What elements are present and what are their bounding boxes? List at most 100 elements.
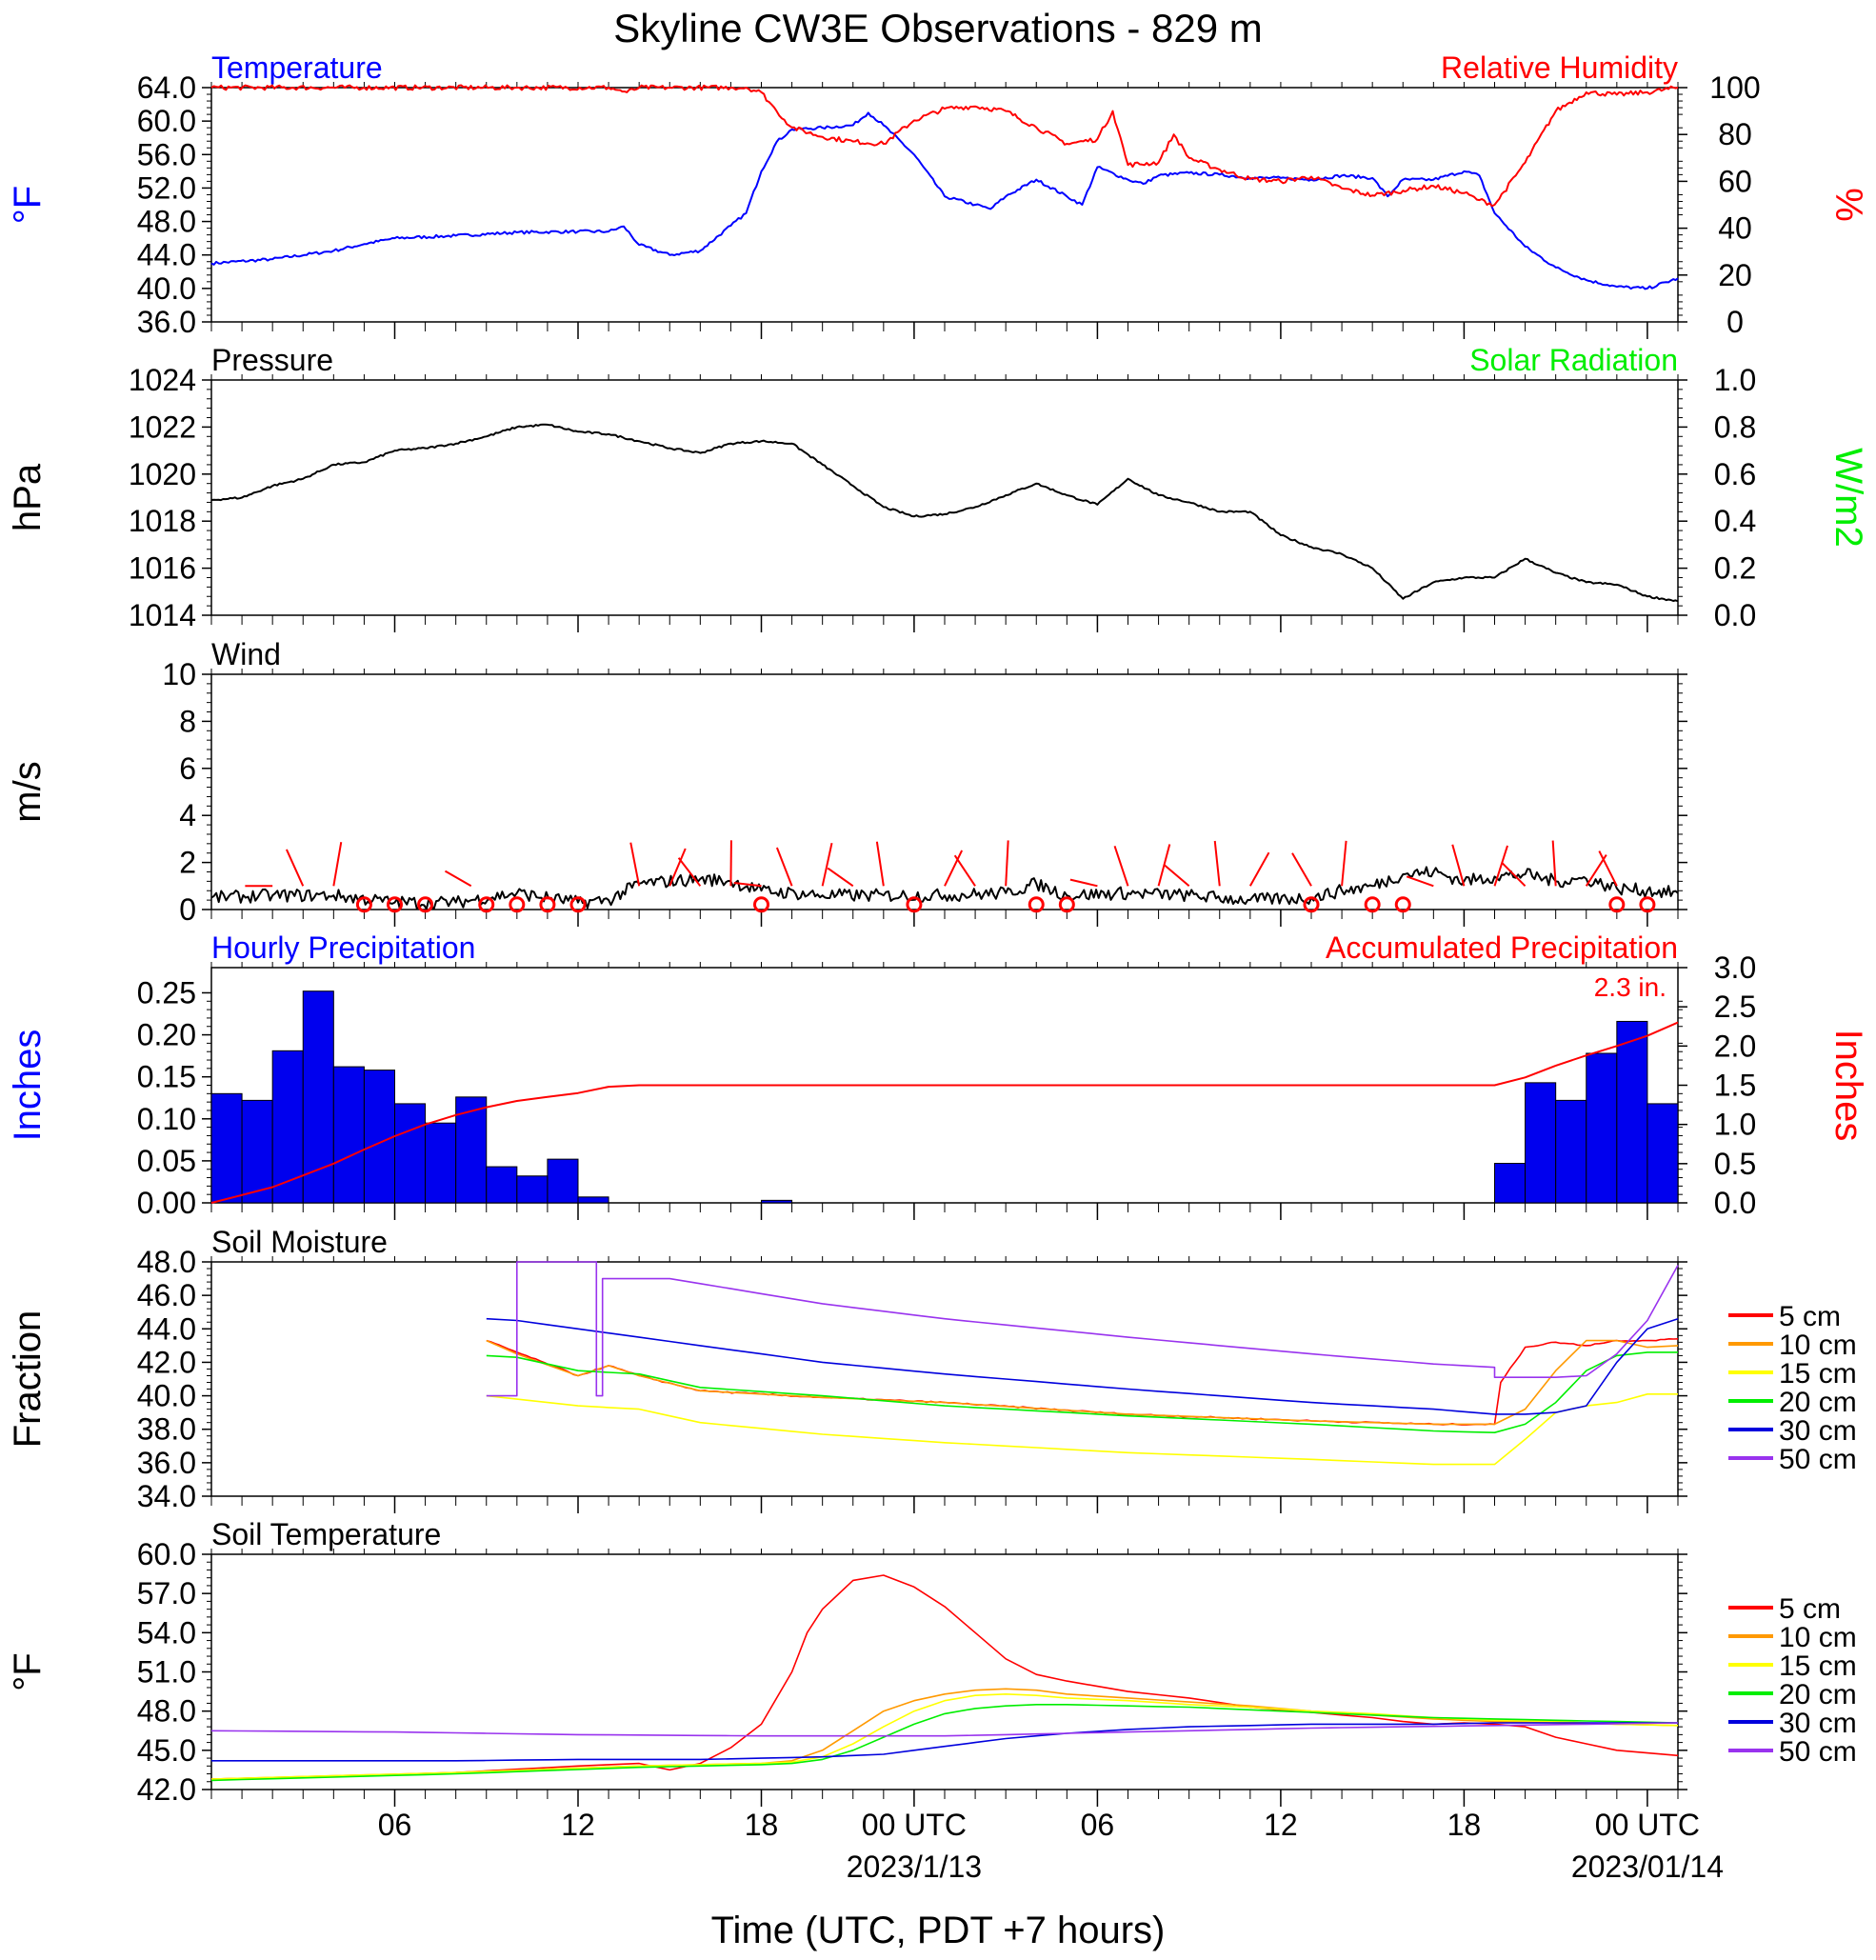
soil-moisture-legend-label-20-cm: 20 cm bbox=[1779, 1387, 1857, 1418]
pressure-solar-ylabel: hPa bbox=[7, 463, 49, 531]
pressure-solar-ylabel-right: W/m2 bbox=[1827, 448, 1869, 547]
wind-calm-marker-4 bbox=[509, 896, 526, 913]
precipitation-ytick-label: 0.15 bbox=[137, 1060, 196, 1094]
soil-moisture-series-10-cm bbox=[486, 1339, 1679, 1426]
wind-wind-barb-5 bbox=[669, 848, 687, 887]
pressure-solar-right-title: Solar Radiation bbox=[1469, 343, 1678, 377]
temperature-humidity-ytick-label: 40.0 bbox=[137, 271, 196, 306]
precipitation-bar-hour-0 bbox=[210, 1092, 243, 1204]
x-tick-date-3: 2023/1/13 bbox=[847, 1850, 982, 1884]
soil-moisture-legend-label-15-cm: 15 cm bbox=[1779, 1358, 1857, 1390]
pressure-solar-ytick-right-label: 0.6 bbox=[1714, 457, 1756, 491]
temperature-humidity-left-title: Temperature bbox=[211, 50, 383, 85]
chart-title: Skyline CW3E Observations - 829 m bbox=[613, 6, 1263, 50]
wind-wind-barb-17 bbox=[1113, 846, 1129, 887]
wind-calm-marker-14 bbox=[1608, 896, 1626, 913]
pressure-solar-ytick-right-label: 0.8 bbox=[1714, 410, 1756, 444]
soil-temperature-series-30-cm bbox=[211, 1722, 1678, 1762]
temperature-humidity-ytick-right-label: 80 bbox=[1718, 117, 1752, 151]
precipitation-bar-hour-15 bbox=[1494, 1163, 1527, 1204]
precipitation-bar-hour-3 bbox=[302, 990, 334, 1204]
x-tick-label-6: 18 bbox=[1447, 1808, 1482, 1842]
precipitation-bar-hour-17 bbox=[1555, 1099, 1587, 1204]
precipitation-bar-hour-8 bbox=[455, 1096, 488, 1204]
temperature-humidity-ytick-label: 64.0 bbox=[137, 70, 196, 105]
wind-calm-marker-8 bbox=[906, 896, 923, 913]
soil-temperature-legend-label-10-cm: 10 cm bbox=[1779, 1622, 1857, 1653]
wind-ytick-label: 10 bbox=[162, 657, 196, 691]
wind-wind-barb-27 bbox=[1501, 861, 1527, 888]
x-tick-label-0: 06 bbox=[378, 1808, 412, 1842]
wind-ytick-label: 2 bbox=[179, 846, 196, 880]
wind-wind-barb-24 bbox=[1406, 875, 1434, 888]
precipitation-bar-hour-9 bbox=[486, 1166, 518, 1204]
x-tick-label-5: 12 bbox=[1264, 1808, 1298, 1842]
soil-moisture-ytick-label: 36.0 bbox=[137, 1446, 196, 1480]
precipitation-bar-hour-12 bbox=[577, 1196, 609, 1204]
soil-moisture-ytick-label: 40.0 bbox=[137, 1379, 196, 1413]
x-tick-label-4: 06 bbox=[1081, 1808, 1115, 1842]
wind-calm-marker-11 bbox=[1303, 896, 1320, 913]
wind-wind-barb-11 bbox=[827, 867, 854, 888]
temperature-humidity-ytick-label: 48.0 bbox=[137, 205, 196, 239]
wind-ytick-label: 8 bbox=[179, 704, 196, 738]
precipitation-ylabel: Inches bbox=[7, 1030, 49, 1142]
soil-moisture-ytick-label: 44.0 bbox=[137, 1311, 196, 1346]
soil-moisture-ylabel: Fraction bbox=[7, 1310, 49, 1449]
pressure-solar-series-pressure bbox=[210, 423, 1679, 603]
soil-moisture-ytick-label: 46.0 bbox=[137, 1278, 196, 1312]
precipitation-right-title: Accumulated Precipitation bbox=[1326, 930, 1678, 965]
wind-wind-barb-16 bbox=[1069, 878, 1098, 888]
x-tick-label-3: 00 UTC bbox=[862, 1808, 967, 1842]
wind-wind-barb-18 bbox=[1157, 844, 1171, 887]
temperature-humidity-series-temperature bbox=[210, 111, 1679, 290]
precipitation-bar-hour-4 bbox=[332, 1066, 365, 1204]
precipitation-ytick-right-label: 1.0 bbox=[1714, 1108, 1756, 1142]
soil-temperature-ytick-label: 51.0 bbox=[137, 1655, 196, 1690]
pressure-solar-ytick-label: 1014 bbox=[129, 598, 196, 632]
wind-wind-barb-21 bbox=[1248, 851, 1270, 887]
soil-moisture-legend-label-10-cm: 10 cm bbox=[1779, 1330, 1857, 1361]
soil-temperature-ytick-label: 54.0 bbox=[137, 1615, 196, 1650]
temperature-humidity-ytick-right-label: 40 bbox=[1718, 211, 1752, 246]
wind-calm-marker-2 bbox=[417, 896, 434, 913]
temperature-humidity-series-relative-humidity bbox=[210, 84, 1679, 208]
wind-calm-marker-5 bbox=[539, 896, 556, 913]
precipitation-bar-hour-14 bbox=[761, 1199, 793, 1204]
wind-calm-marker-1 bbox=[387, 896, 403, 913]
precipitation-series-accumulated-precipitation bbox=[210, 1021, 1679, 1204]
precipitation-bar-hour-1 bbox=[241, 1099, 273, 1204]
wind-wind-barb-1 bbox=[286, 849, 305, 887]
wind-wind-barb-4 bbox=[629, 842, 641, 887]
precipitation-bar-hour-16 bbox=[1525, 1082, 1557, 1204]
pressure-solar-left-title: Pressure bbox=[211, 343, 333, 377]
precipitation-bar-hour-5 bbox=[363, 1070, 395, 1204]
wind-calm-marker-13 bbox=[1394, 896, 1411, 913]
soil-temperature-legend-label-20-cm: 20 cm bbox=[1779, 1679, 1857, 1710]
x-tick-label-7: 00 UTC bbox=[1595, 1808, 1700, 1842]
x-tick-label-2: 18 bbox=[745, 1808, 779, 1842]
precipitation-bar-hour-19 bbox=[1616, 1020, 1648, 1204]
wind-wind-barb-3 bbox=[444, 870, 472, 888]
wind-wind-barb-6 bbox=[677, 857, 702, 887]
precipitation-ytick-label: 0.20 bbox=[137, 1018, 196, 1052]
soil-moisture-series-20-cm bbox=[486, 1351, 1678, 1433]
pressure-solar-ytick-right-label: 0.4 bbox=[1714, 504, 1756, 538]
precipitation-ytick-label: 0.05 bbox=[137, 1144, 196, 1178]
precipitation-ytick-right-label: 0.0 bbox=[1714, 1186, 1756, 1220]
wind-ytick-label: 0 bbox=[179, 892, 196, 927]
pressure-solar-ytick-label: 1022 bbox=[129, 410, 196, 444]
soil-temperature-left-title: Soil Temperature bbox=[211, 1517, 441, 1551]
wind-left-title: Wind bbox=[211, 637, 281, 671]
soil-moisture-ytick-label: 34.0 bbox=[137, 1479, 196, 1513]
pressure-solar-ytick-label: 1024 bbox=[129, 363, 196, 397]
temperature-humidity-ytick-right-label: 0 bbox=[1726, 305, 1744, 339]
wind-ylabel: m/s bbox=[7, 761, 49, 822]
soil-temperature-ytick-label: 60.0 bbox=[137, 1537, 196, 1571]
pressure-solar-ytick-label: 1018 bbox=[129, 504, 196, 538]
temperature-humidity-ytick-label: 56.0 bbox=[137, 137, 196, 171]
precipitation-accumulated-total-label: 2.3 in. bbox=[1594, 972, 1666, 1002]
precipitation-bar-hour-18 bbox=[1586, 1052, 1618, 1204]
soil-moisture-ytick-label: 42.0 bbox=[137, 1345, 196, 1379]
